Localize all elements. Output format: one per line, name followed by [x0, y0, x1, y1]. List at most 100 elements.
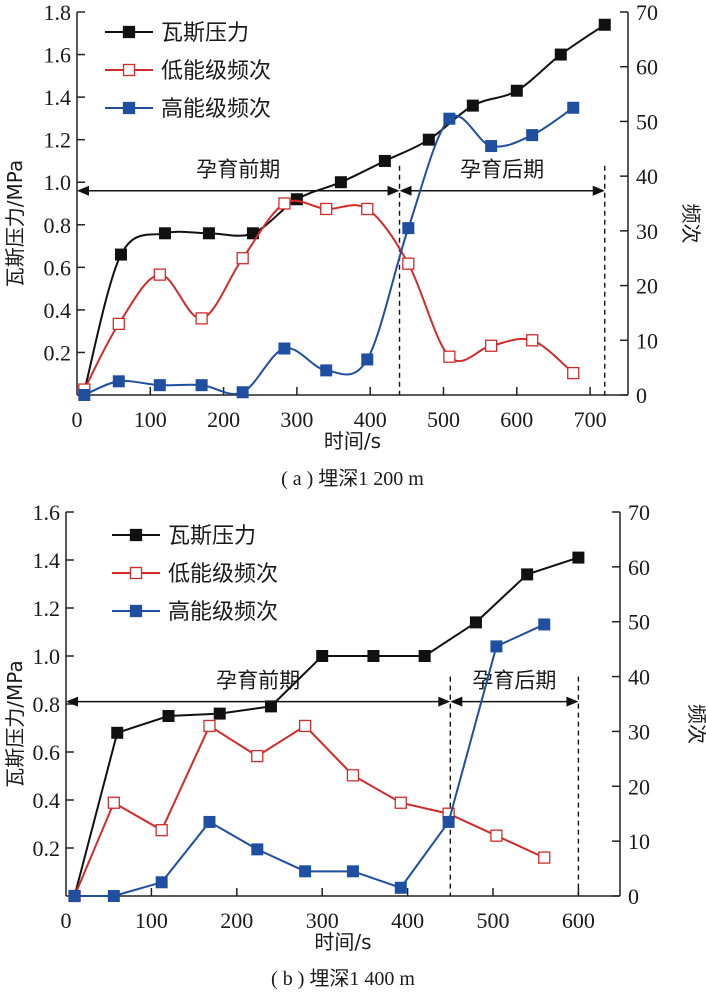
- data-point-0: [290, 193, 303, 206]
- data-point-2: [78, 389, 91, 401]
- y2-tick-label: 50: [628, 610, 650, 635]
- legend-marker: [129, 604, 143, 618]
- data-point-2: [112, 375, 125, 388]
- series-line-0: [73, 556, 579, 897]
- y-tick-label: 0.8: [33, 692, 61, 717]
- y2-tick-label: 30: [636, 219, 658, 244]
- x-tick-label: 0: [61, 908, 72, 933]
- data-point-0: [367, 650, 380, 662]
- data-point-2: [299, 865, 312, 878]
- y-tick-label: 0.6: [33, 740, 61, 765]
- y2-tick-label: 30: [628, 719, 650, 744]
- y-tick-label: 1.2: [44, 128, 72, 153]
- phase-arrow-head-right: [387, 185, 400, 196]
- figure-caption: ( a ) 埋深1 200 m: [281, 467, 424, 490]
- y-tick-label: 0.4: [33, 788, 61, 813]
- series-line-2: [83, 106, 574, 396]
- y2-tick-label: 10: [628, 829, 650, 854]
- data-point-2: [107, 890, 120, 902]
- data-point-1: [361, 202, 374, 216]
- legend-label: 高能级频次: [168, 600, 278, 625]
- data-point-0: [213, 707, 226, 720]
- data-point-2: [203, 815, 216, 828]
- x-tick-label: 500: [427, 407, 460, 432]
- data-point-1: [484, 339, 498, 352]
- y-tick-label: 1.4: [33, 548, 61, 573]
- data-point-2: [443, 112, 456, 125]
- data-point-1: [112, 317, 125, 331]
- x-tick-label: 500: [477, 908, 510, 933]
- x-tick-label: 300: [306, 908, 339, 933]
- y-tick-label: 0.8: [44, 213, 72, 238]
- y2-tick-label: 60: [636, 55, 658, 80]
- data-point-0: [554, 48, 567, 61]
- phase-label: 孕育前期: [196, 158, 280, 182]
- data-point-0: [264, 700, 277, 713]
- y-tick-label: 1.8: [44, 0, 72, 25]
- y-tick-label: 1.6: [44, 43, 72, 68]
- x-tick-label: 700: [574, 407, 607, 432]
- phase-arrow-head-left: [450, 696, 463, 707]
- data-point-2: [538, 618, 551, 631]
- x-tick-label: 600: [500, 407, 533, 432]
- data-point-1: [490, 829, 503, 842]
- legend-label: 瓦斯压力: [168, 524, 256, 549]
- data-point-0: [316, 650, 329, 662]
- data-point-0: [572, 551, 585, 564]
- data-point-2: [361, 353, 374, 366]
- x-tick-label: 200: [220, 908, 253, 933]
- data-point-0: [418, 650, 431, 662]
- y2-tick-label: 40: [636, 164, 658, 189]
- x-tick-label: 400: [354, 407, 387, 432]
- legend-marker: [129, 528, 143, 542]
- data-point-0: [111, 726, 124, 739]
- legend-label: 低能级频次: [161, 59, 271, 84]
- legend-marker: [122, 25, 136, 39]
- y2-tick-label: 40: [628, 665, 650, 690]
- data-point-2: [251, 843, 264, 856]
- data-point-0: [334, 176, 347, 189]
- data-point-1: [195, 312, 208, 325]
- phase-arrow-head-left: [399, 185, 412, 196]
- data-point-2: [526, 129, 539, 142]
- data-point-1: [298, 719, 312, 733]
- data-point-1: [346, 769, 360, 782]
- series-line-2: [74, 623, 545, 897]
- y2-tick-label: 70: [628, 500, 650, 525]
- phase-arrow-head-right: [566, 696, 579, 707]
- data-point-2: [68, 890, 81, 902]
- legend-marker: [122, 101, 136, 115]
- x-tick-label: 200: [207, 407, 240, 432]
- x-tick-label: 300: [280, 407, 313, 432]
- data-point-1: [443, 350, 456, 363]
- y2-tick-label: 0: [628, 884, 639, 909]
- y-tick-label: 0.6: [44, 255, 72, 280]
- data-point-2: [153, 379, 166, 392]
- phase-arrow-head-left: [77, 185, 89, 196]
- data-point-1: [236, 252, 249, 265]
- data-point-2: [485, 140, 498, 153]
- x-axis-label: 时间/s: [324, 429, 381, 453]
- data-point-1: [155, 824, 168, 837]
- y-tick-label: 1.4: [44, 85, 72, 110]
- y2-axis-label: 频次: [679, 204, 703, 244]
- figure-caption: ( b ) 埋深1 400 m: [271, 967, 415, 990]
- data-point-1: [278, 197, 291, 210]
- phase-label: 孕育前期: [216, 669, 300, 693]
- y-tick-label: 0.2: [33, 836, 61, 861]
- data-point-0: [469, 616, 482, 629]
- y-tick-label: 0.4: [44, 298, 72, 323]
- data-point-1: [538, 851, 551, 864]
- data-point-2: [155, 876, 168, 889]
- data-point-0: [378, 154, 391, 167]
- y2-tick-label: 20: [636, 274, 658, 299]
- x-tick-label: 400: [391, 908, 424, 933]
- data-point-0: [422, 133, 435, 146]
- y-axis-label: 瓦斯压力/MPa: [3, 660, 27, 787]
- y2-tick-label: 70: [636, 0, 658, 25]
- data-point-0: [521, 568, 534, 581]
- data-point-2: [195, 379, 208, 392]
- y2-tick-label: 20: [628, 774, 650, 799]
- data-point-0: [510, 84, 523, 97]
- y2-tick-label: 0: [636, 383, 647, 408]
